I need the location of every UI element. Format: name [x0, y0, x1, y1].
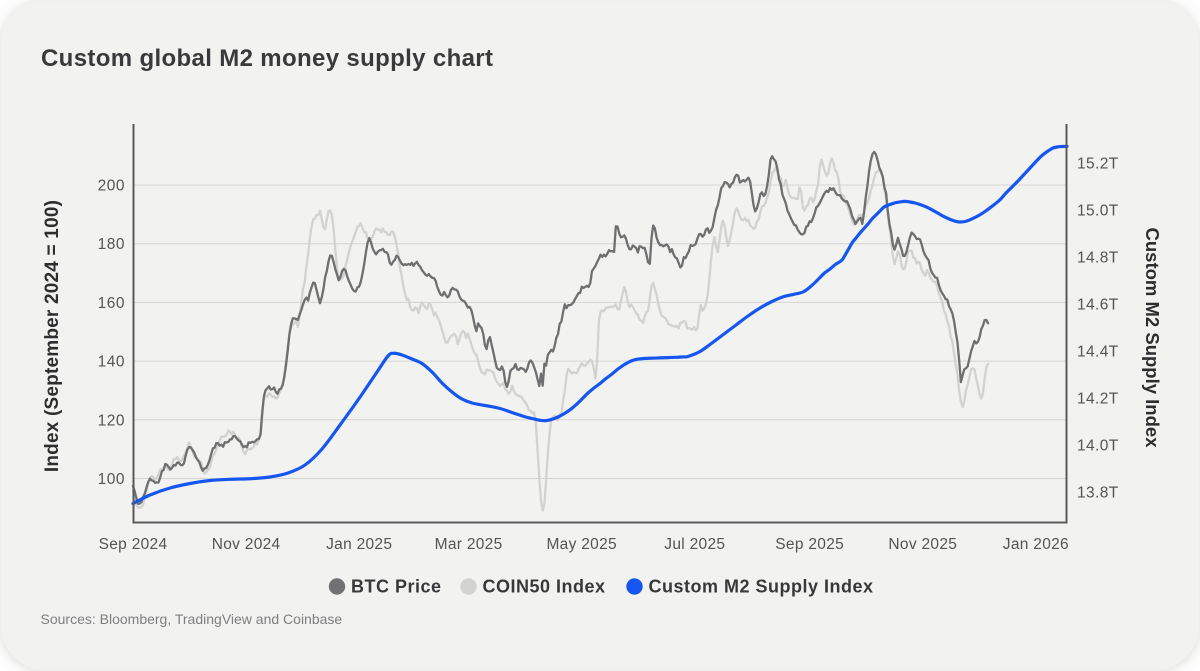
svg-text:COIN50 Index: COIN50 Index — [483, 577, 606, 597]
svg-text:Nov 2025: Nov 2025 — [888, 536, 957, 553]
svg-text:13.8T: 13.8T — [1077, 485, 1119, 502]
svg-text:Sep 2025: Sep 2025 — [775, 536, 844, 553]
svg-text:14.2T: 14.2T — [1077, 391, 1119, 408]
svg-text:Custom M2 Supply Index: Custom M2 Supply Index — [1142, 228, 1163, 449]
svg-text:200: 200 — [98, 178, 125, 195]
svg-text:Jul 2025: Jul 2025 — [664, 536, 725, 553]
svg-text:180: 180 — [98, 236, 125, 253]
svg-text:Sep 2024: Sep 2024 — [99, 536, 168, 553]
svg-text:100: 100 — [98, 471, 125, 488]
svg-text:Custom M2 Supply Index: Custom M2 Supply Index — [649, 577, 874, 597]
svg-text:Sources: Bloomberg, TradingVie: Sources: Bloomberg, TradingView and Coin… — [41, 611, 343, 627]
svg-text:15.0T: 15.0T — [1077, 203, 1119, 220]
svg-text:15.2T: 15.2T — [1077, 156, 1119, 173]
svg-text:Jan 2025: Jan 2025 — [326, 536, 392, 553]
svg-text:120: 120 — [98, 412, 125, 429]
svg-text:Index (September 2024 = 100): Index (September 2024 = 100) — [42, 200, 63, 472]
svg-text:May 2025: May 2025 — [546, 536, 616, 553]
svg-text:BTC Price: BTC Price — [351, 577, 442, 597]
svg-text:14.4T: 14.4T — [1077, 344, 1119, 361]
svg-text:160: 160 — [98, 295, 125, 312]
svg-text:Jan 2026: Jan 2026 — [1003, 536, 1069, 553]
svg-text:Mar 2025: Mar 2025 — [435, 536, 503, 553]
svg-text:Custom global M2 money supply: Custom global M2 money supply chart — [41, 45, 493, 72]
svg-text:140: 140 — [98, 354, 125, 371]
svg-text:14.0T: 14.0T — [1077, 438, 1119, 455]
svg-text:Nov 2024: Nov 2024 — [212, 536, 281, 553]
svg-text:14.6T: 14.6T — [1077, 297, 1119, 314]
svg-text:14.8T: 14.8T — [1077, 250, 1119, 267]
